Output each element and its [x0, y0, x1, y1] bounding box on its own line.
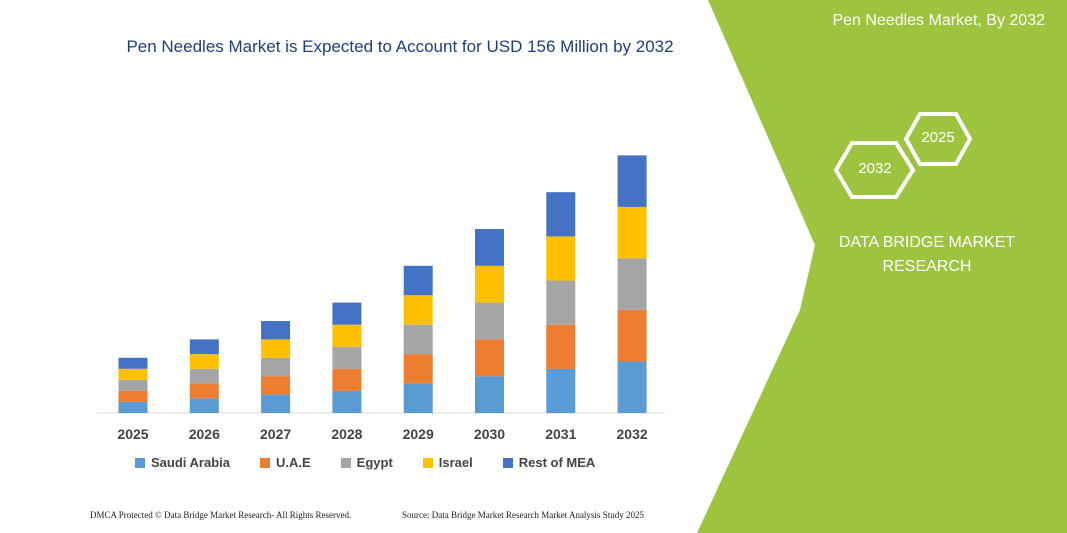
bar-segment-u-a-e-2032 — [617, 310, 647, 362]
bar-segment-egypt-2030 — [475, 302, 504, 340]
bar-segment-u-a-e-2025 — [118, 390, 148, 402]
green-side-panel — [697, 0, 1067, 533]
bar-segment-saudi-arabia-2028 — [332, 390, 362, 413]
legend-label-uae: U.A.E — [275, 455, 311, 470]
legend-item-egypt: Egypt — [340, 455, 393, 470]
bar-segment-israel-2027 — [261, 339, 291, 358]
bar-segment-egypt-2027 — [261, 357, 291, 377]
corner-title: Pen Needles Market, By 2032 — [832, 12, 1045, 29]
hexagon-2032-icon — [833, 141, 916, 199]
bar-segment-israel-2030 — [475, 265, 504, 303]
bar-segment-rest-of-mea-2032 — [617, 155, 647, 207]
bar-segment-rest-of-mea-2026 — [189, 339, 219, 355]
bar-segment-israel-2029 — [403, 295, 433, 325]
hex-label-2032: 2032 — [858, 160, 892, 177]
bar-segment-israel-2028 — [332, 324, 362, 347]
x-tick-label-2027: 2027 — [260, 426, 291, 442]
bar-segment-saudi-arabia-2026 — [189, 398, 219, 413]
bar-segment-egypt-2025 — [118, 379, 148, 391]
bar-segment-egypt-2029 — [403, 324, 433, 355]
x-tick-label-2028: 2028 — [331, 426, 362, 442]
x-tick-label-2031: 2031 — [545, 426, 576, 442]
bar-segment-saudi-arabia-2031 — [546, 368, 576, 413]
legend-label-israel: Israel — [438, 455, 473, 470]
bar-segment-israel-2031 — [546, 236, 576, 281]
bar-segment-rest-of-mea-2027 — [261, 321, 291, 340]
bar-segment-rest-of-mea-2030 — [475, 229, 504, 266]
bar-segment-u-a-e-2031 — [546, 324, 576, 369]
legend-item-saudi-arabia: Saudi Arabia — [135, 455, 230, 470]
legend-label-saudi-arabia: Saudi Arabia — [151, 455, 230, 470]
x-tick-label-2030: 2030 — [474, 426, 505, 442]
bar-segment-rest-of-mea-2025 — [118, 357, 148, 369]
legend-swatch-rest-of-mea — [502, 457, 513, 468]
legend-swatch-uae — [259, 457, 270, 468]
bar-segment-israel-2032 — [617, 206, 647, 259]
bar-segment-u-a-e-2026 — [189, 383, 219, 399]
stacked-bar-chart: 2025 2026 2027 2028 2029 2030 2031 2032 — [97, 155, 665, 442]
legend-swatch-israel — [422, 457, 433, 468]
bar-segment-saudi-arabia-2030 — [475, 376, 504, 413]
x-tick-label-2032: 2032 — [617, 426, 648, 442]
legend-item-rest-of-mea: Rest of MEA — [502, 455, 596, 470]
legend-label-egypt: Egypt — [356, 455, 393, 470]
bar-segment-rest-of-mea-2028 — [332, 302, 362, 325]
legend-item-uae: U.A.E — [259, 455, 311, 470]
bar-segment-egypt-2031 — [546, 280, 576, 325]
legend-label-rest-of-mea: Rest of MEA — [518, 455, 596, 470]
x-tick-label-2029: 2029 — [403, 426, 434, 442]
hexagon-2025-icon — [903, 112, 973, 166]
bar-segment-egypt-2032 — [617, 258, 647, 310]
bar-segment-egypt-2026 — [189, 368, 219, 384]
x-tick-label-2026: 2026 — [189, 426, 220, 442]
bar-segment-u-a-e-2030 — [475, 339, 504, 377]
chart-title: Pen Needles Market is Expected to Accoun… — [126, 37, 674, 56]
bar-segment-u-a-e-2027 — [261, 376, 291, 395]
bar-segment-u-a-e-2028 — [332, 368, 362, 391]
bar-segment-rest-of-mea-2029 — [403, 265, 433, 296]
bar-segment-israel-2026 — [189, 354, 219, 369]
footer-source: Source: Data Bridge Market Research Mark… — [402, 510, 644, 520]
chart-legend: Saudi Arabia U.A.E Egypt Israel Rest of … — [135, 455, 625, 470]
hex-label-2025: 2025 — [921, 129, 955, 146]
bar-segment-egypt-2028 — [332, 346, 362, 369]
bar-segment-saudi-arabia-2025 — [118, 402, 148, 413]
footer-copyright: DMCA Protected © Data Bridge Market Rese… — [90, 510, 352, 520]
bar-segment-rest-of-mea-2031 — [546, 192, 576, 237]
bar-segment-saudi-arabia-2032 — [617, 361, 647, 413]
legend-swatch-egypt — [340, 457, 351, 468]
bar-segment-saudi-arabia-2029 — [403, 383, 433, 413]
brand-name: DATA BRIDGE MARKET RESEARCH — [838, 234, 1016, 275]
bar-segment-saudi-arabia-2027 — [261, 394, 291, 413]
bar-segment-israel-2025 — [118, 368, 148, 380]
legend-swatch-saudi-arabia — [135, 457, 145, 468]
legend-item-israel: Israel — [422, 455, 473, 470]
x-tick-label-2025: 2025 — [117, 426, 148, 442]
bar-segment-u-a-e-2029 — [403, 354, 433, 384]
